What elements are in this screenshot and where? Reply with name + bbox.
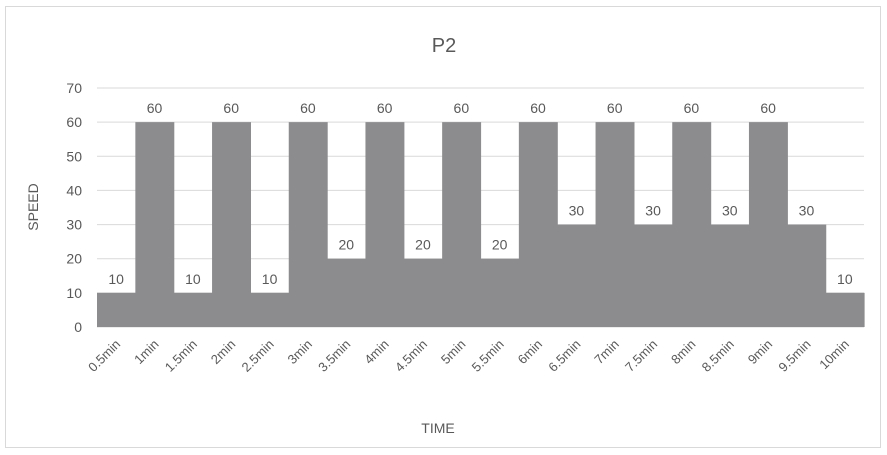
x-tick-label: 2.5min [238,337,276,375]
bar-10min [825,292,865,327]
bar-8min [672,122,712,328]
bar-4.5min [403,258,443,327]
bar-1.5min [173,292,213,327]
data-label: 30 [569,203,585,219]
data-label: 10 [262,271,278,287]
x-tick-label: 5min [438,337,469,368]
data-label: 30 [722,203,738,219]
bar-1min [135,122,175,328]
x-tick-label: 9min [745,337,776,368]
bar-5min [442,122,482,328]
data-label: 20 [415,237,431,253]
data-label: 60 [223,100,239,116]
bar-5.5min [480,258,520,327]
chart-title: P2 [432,35,456,57]
x-axis-ticks: 0.5min 1min 1.5min 2min 2.5min 3min 3.5min 4min… [85,337,852,375]
x-tick-label: 7.5min [622,337,660,375]
y-tick-label: 40 [66,182,82,198]
bar-2.5min [250,292,290,327]
x-tick-label: 1.5min [162,337,200,375]
bar-9.5min [787,224,827,327]
y-tick-label: 10 [66,285,82,301]
y-axis-title: SPEED [25,183,41,230]
bar-4min [365,122,405,328]
y-tick-label: 70 [66,80,82,96]
x-tick-label: 10min [816,337,852,373]
bar-7.5min [633,224,673,327]
bar-3min [288,122,328,328]
data-label: 10 [108,271,124,287]
x-tick-label: 9.5min [775,337,813,375]
data-label: 60 [377,100,393,116]
data-bars [97,122,865,328]
x-tick-label: 8.5min [699,337,737,375]
x-tick-label: 6min [515,337,546,368]
bar-8.5min [710,224,750,327]
data-label: 10 [185,271,201,287]
y-axis-ticks: 0 10 20 30 40 50 60 70 [66,80,82,335]
x-tick-label: 1min [131,337,162,368]
data-label: 60 [760,100,776,116]
x-tick-label: 3.5min [315,337,353,375]
data-label: 60 [454,100,470,116]
x-tick-label: 2min [208,337,239,368]
x-tick-label: 6.5min [545,337,583,375]
bar-0.5min [97,292,136,327]
data-label: 30 [799,203,815,219]
data-label: 60 [530,100,546,116]
x-tick-label: 3min [285,337,316,368]
x-tick-label: 5.5min [469,337,507,375]
y-tick-label: 20 [66,251,82,267]
data-label: 10 [837,271,853,287]
bar-3.5min [327,258,367,327]
data-label: 20 [492,237,508,253]
x-axis-title: TIME [421,420,454,436]
y-tick-label: 30 [66,217,82,233]
data-label: 60 [147,100,163,116]
data-labels: 10 60 10 60 10 60 20 60 20 60 20 60 30 60 30 60 30 60 30 10 [108,100,852,287]
x-tick-label: 8min [668,337,699,368]
bar-7min [595,122,635,328]
x-tick-label: 0.5min [85,337,123,375]
bar-9min [748,122,788,328]
data-label: 60 [300,100,316,116]
bar-6min [518,122,558,328]
data-label: 30 [645,203,661,219]
x-tick-label: 4min [361,337,392,368]
x-tick-label: 7min [591,337,622,368]
x-tick-label: 4.5min [392,337,430,375]
y-tick-label: 50 [66,148,82,164]
bar-6.5min [557,224,597,327]
data-label: 60 [684,100,700,116]
bar-2min [212,122,251,328]
data-label: 60 [607,100,623,116]
y-tick-label: 0 [74,319,82,335]
y-tick-label: 60 [66,114,82,130]
data-label: 20 [338,237,354,253]
